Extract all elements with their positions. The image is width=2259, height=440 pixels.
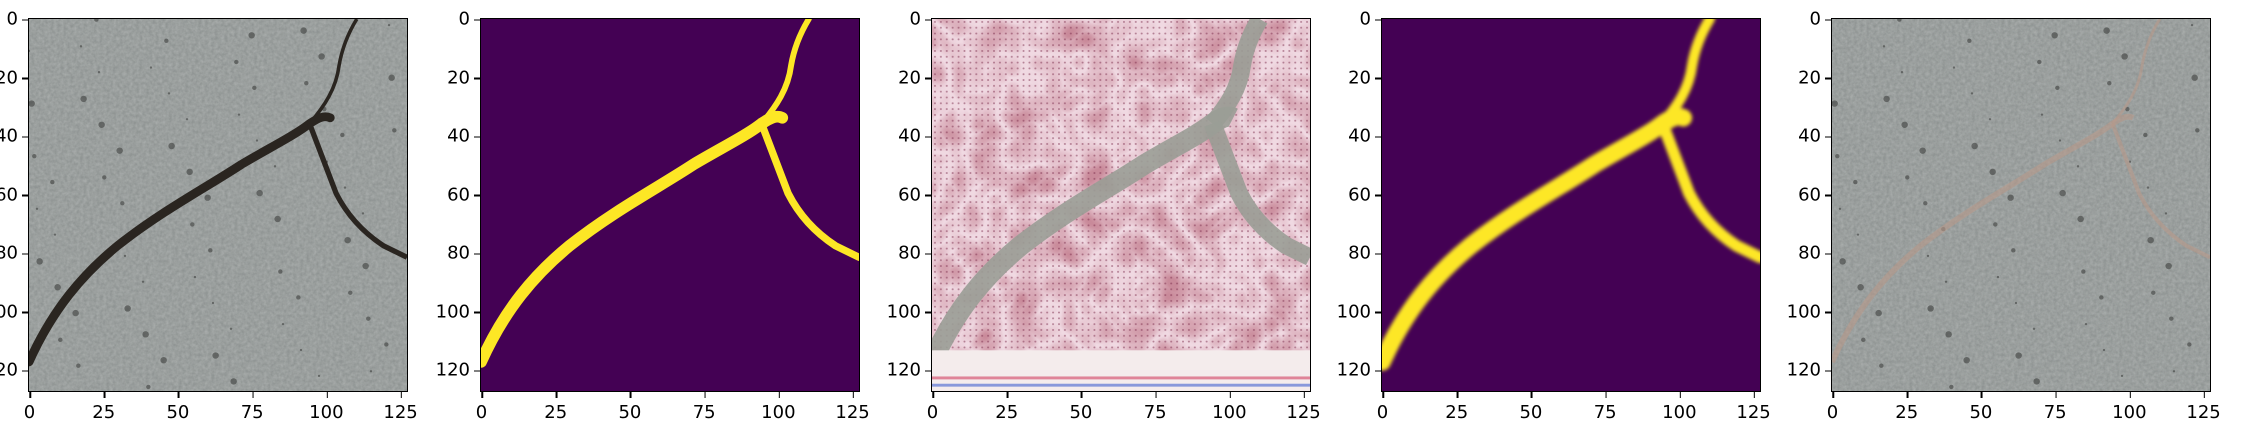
y-tick-label: 120 [435, 359, 481, 381]
y-tick-label: 20 [1798, 67, 1831, 89]
y-tick-label: 80 [0, 243, 28, 264]
crack-photo-panel: 0 20 40 60 80 100 120 0 25 50 75 100 125 [0, 0, 418, 440]
predicted-mask-panel: 0 20 40 60 80 100 120 0 25 50 75 100 125 [1337, 0, 1771, 440]
y-tick-label: 120 [886, 359, 932, 381]
x-tick-label: 50 [618, 392, 642, 423]
y-tick-label: 100 [1336, 301, 1382, 323]
x-tick-label: 0 [23, 392, 36, 423]
ground-truth-mask-image [480, 18, 860, 392]
y-tick-label: 0 [1809, 8, 1832, 30]
x-tick-label: 75 [1593, 392, 1617, 423]
x-tick-label: 25 [995, 392, 1019, 423]
x-tick-label: 25 [1445, 392, 1469, 423]
y-tick-label: 0 [6, 8, 29, 30]
y-tick-label: 120 [0, 360, 29, 381]
x-tick-label: 125 [2186, 392, 2221, 423]
x-tick-label: 100 [2112, 392, 2147, 423]
y-tick-label: 60 [1348, 184, 1381, 206]
y-tick-label: 80 [1798, 242, 1831, 264]
x-tick-label: 50 [1069, 392, 1093, 423]
x-tick-label: 25 [1895, 392, 1919, 423]
y-tick-label: 60 [0, 184, 28, 205]
y-tick-label: 40 [0, 126, 28, 147]
predicted-mask-image [1381, 18, 1761, 392]
y-tick-label: 40 [1798, 125, 1831, 147]
x-tick-label: 50 [1969, 392, 1993, 423]
x-tick-label: 100 [1212, 392, 1247, 423]
y-tick-label: 0 [909, 8, 932, 30]
y-tick-label: 80 [1348, 242, 1381, 264]
y-tick-label: 80 [898, 242, 931, 264]
crack-photo-overlay-image [1831, 18, 2211, 392]
y-tick-label: 20 [898, 67, 931, 89]
x-tick-label: 100 [1662, 392, 1697, 423]
x-tick-label: 0 [475, 392, 488, 423]
x-tick-label: 100 [309, 392, 344, 423]
y-tick-label: 120 [1336, 359, 1382, 381]
crack-photo-image [28, 18, 408, 392]
x-tick-label: 25 [544, 392, 568, 423]
y-tick-label: 60 [447, 184, 480, 206]
y-tick-label: 20 [1348, 67, 1381, 89]
y-tick-label: 20 [447, 67, 480, 89]
x-tick-label: 125 [835, 392, 870, 423]
ground-truth-mask-panel: 0 20 40 60 80 100 120 0 25 50 75 100 125 [436, 0, 870, 440]
y-tick-label: 100 [0, 301, 29, 322]
y-tick-label: 120 [1786, 359, 1832, 381]
y-tick-label: 20 [0, 67, 28, 88]
crack-photo-overlay-panel: 0 20 40 60 80 100 120 0 25 50 75 100 125 [1787, 0, 2221, 440]
y-tick-label: 40 [1348, 125, 1381, 147]
x-tick-label: 50 [1519, 392, 1543, 423]
x-tick-label: 0 [926, 392, 939, 423]
x-tick-label: 125 [383, 392, 418, 423]
x-tick-label: 50 [166, 392, 190, 423]
artifact-image-image [931, 18, 1311, 392]
y-tick-label: 100 [435, 301, 481, 323]
y-tick-label: 60 [1798, 184, 1831, 206]
y-tick-label: 100 [886, 301, 932, 323]
y-tick-label: 40 [898, 125, 931, 147]
y-tick-label: 60 [898, 184, 931, 206]
x-tick-label: 0 [1376, 392, 1389, 423]
x-tick-label: 125 [1736, 392, 1771, 423]
artifact-image-panel: 0 20 40 60 80 100 120 0 25 50 75 100 125 [887, 0, 1321, 440]
y-tick-label: 0 [1359, 8, 1382, 30]
x-tick-label: 75 [1143, 392, 1167, 423]
x-tick-label: 75 [2043, 392, 2067, 423]
y-tick-label: 0 [458, 8, 481, 30]
x-tick-label: 125 [1286, 392, 1321, 423]
x-tick-label: 75 [692, 392, 716, 423]
y-tick-label: 80 [447, 242, 480, 264]
y-tick-label: 40 [447, 125, 480, 147]
x-tick-label: 75 [240, 392, 264, 423]
y-tick-label: 100 [1786, 301, 1832, 323]
x-tick-label: 100 [761, 392, 796, 423]
x-tick-label: 25 [92, 392, 116, 423]
x-tick-label: 0 [1826, 392, 1839, 423]
